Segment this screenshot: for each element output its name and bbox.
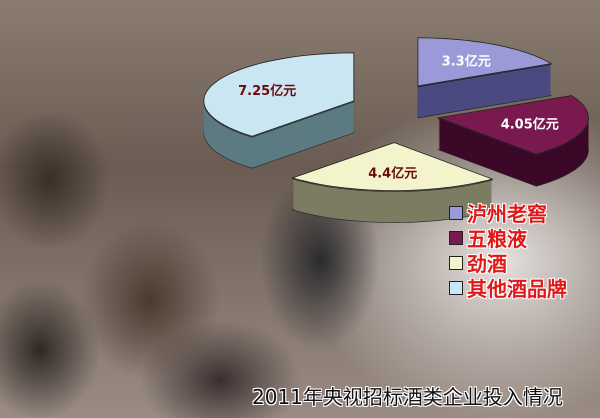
legend-label: 五粮液 [467, 227, 527, 251]
legend: 泸州老窖 五粮液 劲酒 其他酒品牌 [449, 200, 567, 301]
data-label: 3.3亿元 [442, 53, 491, 69]
pie-slice-top [291, 142, 494, 191]
legend-swatch [449, 205, 463, 220]
pie-slice [436, 95, 589, 187]
pie-slice-top [417, 37, 553, 87]
legend-label: 泸州老窖 [467, 202, 547, 226]
pie-slice [203, 52, 355, 169]
legend-item: 泸州老窖 [449, 200, 567, 226]
legend-label: 其他酒品牌 [467, 277, 567, 301]
legend-swatch [449, 230, 463, 245]
legend-item: 五粮液 [449, 225, 567, 251]
pie-slice [291, 142, 494, 223]
chart-title: 2011年央视招标酒类企业投入情况 [252, 385, 563, 409]
legend-swatch [449, 280, 463, 295]
data-label: 4.4亿元 [368, 165, 417, 181]
data-label: 4.05亿元 [501, 116, 559, 132]
pie-slice-top [436, 95, 589, 155]
legend-swatch [449, 255, 463, 270]
pie-slice [417, 37, 553, 119]
legend-label: 劲酒 [467, 252, 507, 276]
pie-slice-top [203, 52, 355, 137]
legend-item: 其他酒品牌 [449, 275, 567, 301]
data-label: 7.25亿元 [238, 83, 296, 99]
legend-item: 劲酒 [449, 250, 567, 276]
